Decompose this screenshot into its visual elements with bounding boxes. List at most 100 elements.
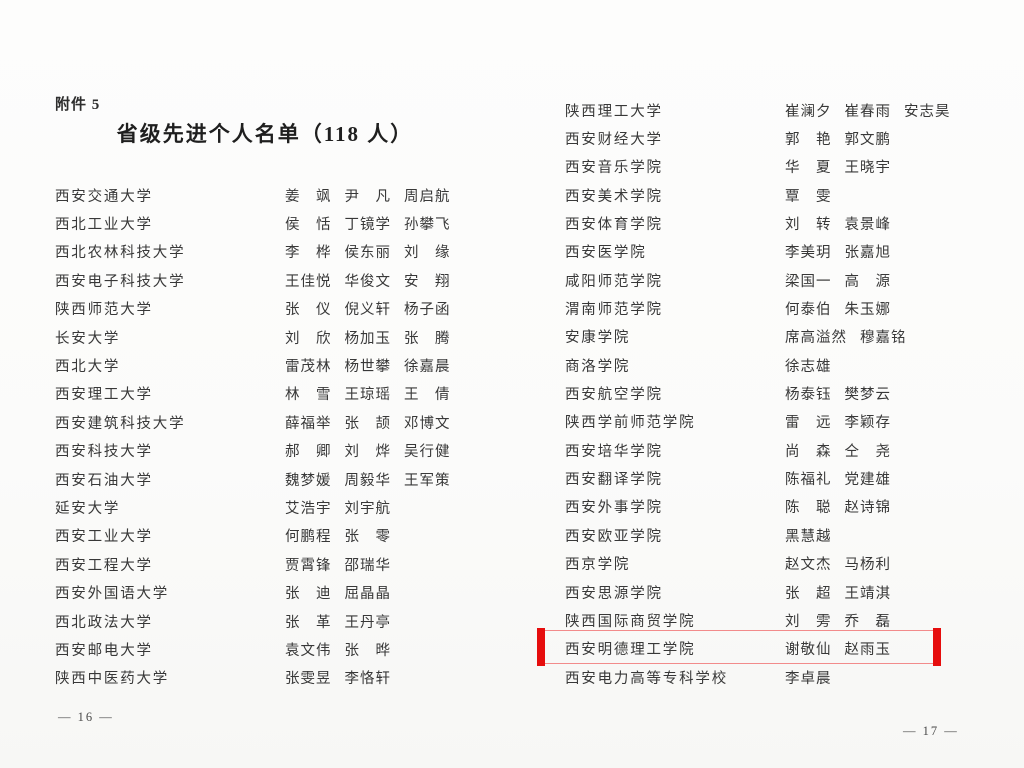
school-name: 陕西师范大学	[55, 302, 153, 319]
person-name: 林 雪	[285, 387, 332, 404]
school-name: 长安大学	[55, 330, 121, 347]
table-row: 西安工业大学 何鹏程张 零	[55, 522, 507, 550]
person-names: 刘 雱乔 磊	[785, 610, 891, 631]
person-name: 黑慧越	[785, 528, 832, 545]
table-row: 西安理工大学 林 雪王琼瑶王 倩	[55, 380, 507, 408]
person-names: 艾浩宇 刘宇航	[285, 497, 391, 518]
school-name: 西安财经大学	[565, 132, 663, 149]
table-row: 西安财经大学 郭 艳郭文鹏	[565, 124, 1017, 152]
person-name: 王军策	[404, 472, 451, 489]
table-row: 陕西学前师范学院 雷 远李颖存	[565, 408, 1017, 436]
person-name: 杨加玉	[344, 330, 391, 347]
person-name: 乔 磊	[844, 613, 891, 630]
person-names: 张 超王靖淇	[785, 582, 891, 603]
person-names: 张 迪屈晶晶	[285, 582, 391, 603]
table-row: 安康学院 席高溢然 穆嘉铭	[565, 323, 1017, 351]
person-name: 周毅华	[344, 472, 391, 489]
person-name: 侯东丽	[344, 245, 391, 262]
person-name: 郭 艳	[785, 132, 832, 149]
person-name: 杨世攀	[344, 359, 391, 376]
person-name: 邓博文	[404, 415, 451, 432]
person-name: 高 源	[844, 273, 891, 290]
person-name: 张 革	[285, 614, 332, 631]
person-name: 张嘉旭	[844, 245, 891, 262]
person-name: 张 腾	[404, 330, 451, 347]
person-names: 薛福举张 颉邓博文	[285, 412, 451, 433]
table-row: 西北工业大学 侯 恬丁镜学 孙攀飞	[55, 209, 507, 237]
table-row: 西安思源学院 张 超王靖淇	[565, 578, 1017, 606]
school-name: 咸阳师范学院	[565, 273, 663, 290]
person-names: 李 桦侯东丽刘 缘	[285, 241, 451, 262]
person-name: 魏梦媛	[285, 472, 332, 489]
table-row: 西安电力高等专科学校 李卓晨	[565, 663, 1017, 691]
person-name: 华 夏	[785, 160, 832, 177]
table-row: 西安体育学院 刘 转袁景峰	[565, 209, 1017, 237]
person-names: 王佳悦 华俊文安 翔	[285, 270, 451, 291]
table-row: 西安音乐学院 华 夏王晓宇	[565, 153, 1017, 181]
person-name: 赵雨玉	[844, 642, 891, 659]
person-names: 杨泰钰 樊梦云	[785, 383, 891, 404]
table-row: 渭南师范学院 何泰伯 朱玉娜	[565, 294, 1017, 322]
school-name: 西安外国语大学	[55, 586, 170, 603]
table-row: 长安大学 刘 欣杨加玉张 腾	[55, 323, 507, 351]
person-names: 张雯昱 李恪轩	[285, 667, 391, 688]
person-name: 孙攀飞	[404, 217, 451, 234]
person-name: 李颖存	[844, 415, 891, 432]
table-row: 西安翻译学院 陈福礼 党建雄	[565, 464, 1017, 492]
table-row: 西北政法大学 张 革王丹亭	[55, 607, 507, 635]
table-row: 西安医学院 李美玥 张嘉旭	[565, 238, 1017, 266]
person-names: 魏梦媛 周毅华 王军策	[285, 469, 451, 490]
person-names: 李卓晨	[785, 667, 832, 688]
person-name: 张 超	[785, 585, 832, 602]
school-name: 西安石油大学	[55, 472, 153, 489]
person-name: 袁文伟	[285, 642, 332, 659]
attachment-label: 附件 5	[55, 97, 101, 113]
person-name: 李 桦	[285, 245, 332, 262]
person-name: 仝 尧	[844, 443, 891, 460]
school-name: 西安工程大学	[55, 557, 153, 574]
school-name: 西安明德理工学院	[565, 642, 696, 659]
person-names: 雷茂林 杨世攀 徐嘉晨	[285, 355, 451, 376]
school-name: 延安大学	[55, 500, 121, 517]
page-number-17: — 17 —	[903, 724, 959, 738]
page-number-16: — 16 —	[58, 710, 114, 724]
person-names: 何鹏程张 零	[285, 525, 391, 546]
person-names: 谢敬仙 赵雨玉	[785, 638, 891, 659]
person-name: 崔澜夕	[785, 103, 832, 120]
school-name: 西安培华学院	[565, 443, 663, 460]
person-name: 袁景峰	[844, 217, 891, 234]
person-name: 姜 飒	[285, 188, 332, 205]
person-name: 王晓宇	[844, 160, 891, 177]
person-name: 赵诗锦	[844, 500, 891, 517]
table-row: 陕西师范大学 张 仪倪义轩 杨子函	[55, 295, 507, 323]
person-name: 王 倩	[404, 387, 451, 404]
person-names: 张 革王丹亭	[285, 611, 391, 632]
person-name: 雷茂林	[285, 359, 332, 376]
person-name: 张 迪	[285, 586, 332, 603]
person-name: 张 仪	[285, 302, 332, 319]
school-name: 西北大学	[55, 359, 121, 376]
person-name: 周启航	[404, 188, 451, 205]
person-name: 张 零	[344, 529, 391, 546]
school-name: 陕西理工大学	[565, 103, 663, 120]
person-name: 崔春雨	[844, 103, 891, 120]
person-names: 刘 欣杨加玉张 腾	[285, 327, 451, 348]
table-row: 西安邮电大学 袁文伟张 晔	[55, 635, 507, 663]
person-name: 雷 远	[785, 415, 832, 432]
person-name: 张 颉	[344, 415, 391, 432]
school-name: 西安建筑科技大学	[55, 415, 186, 432]
person-name: 李卓晨	[785, 670, 832, 687]
table-row: 西安培华学院 尚 森仝 尧	[565, 436, 1017, 464]
person-name: 何鹏程	[285, 529, 332, 546]
school-name: 渭南师范学院	[565, 302, 663, 319]
school-name: 西安音乐学院	[565, 160, 663, 177]
person-name: 席高溢然	[785, 330, 847, 347]
school-name: 商洛学院	[565, 358, 631, 375]
person-names: 何泰伯 朱玉娜	[785, 298, 891, 319]
person-name: 华俊文	[344, 273, 391, 290]
table-row: 陕西国际商贸学院 刘 雱乔 磊	[565, 606, 1017, 634]
table-row: 西北农林科技大学 李 桦侯东丽刘 缘	[55, 238, 507, 266]
school-name: 西京学院	[565, 557, 631, 574]
person-names: 席高溢然 穆嘉铭	[785, 326, 907, 347]
